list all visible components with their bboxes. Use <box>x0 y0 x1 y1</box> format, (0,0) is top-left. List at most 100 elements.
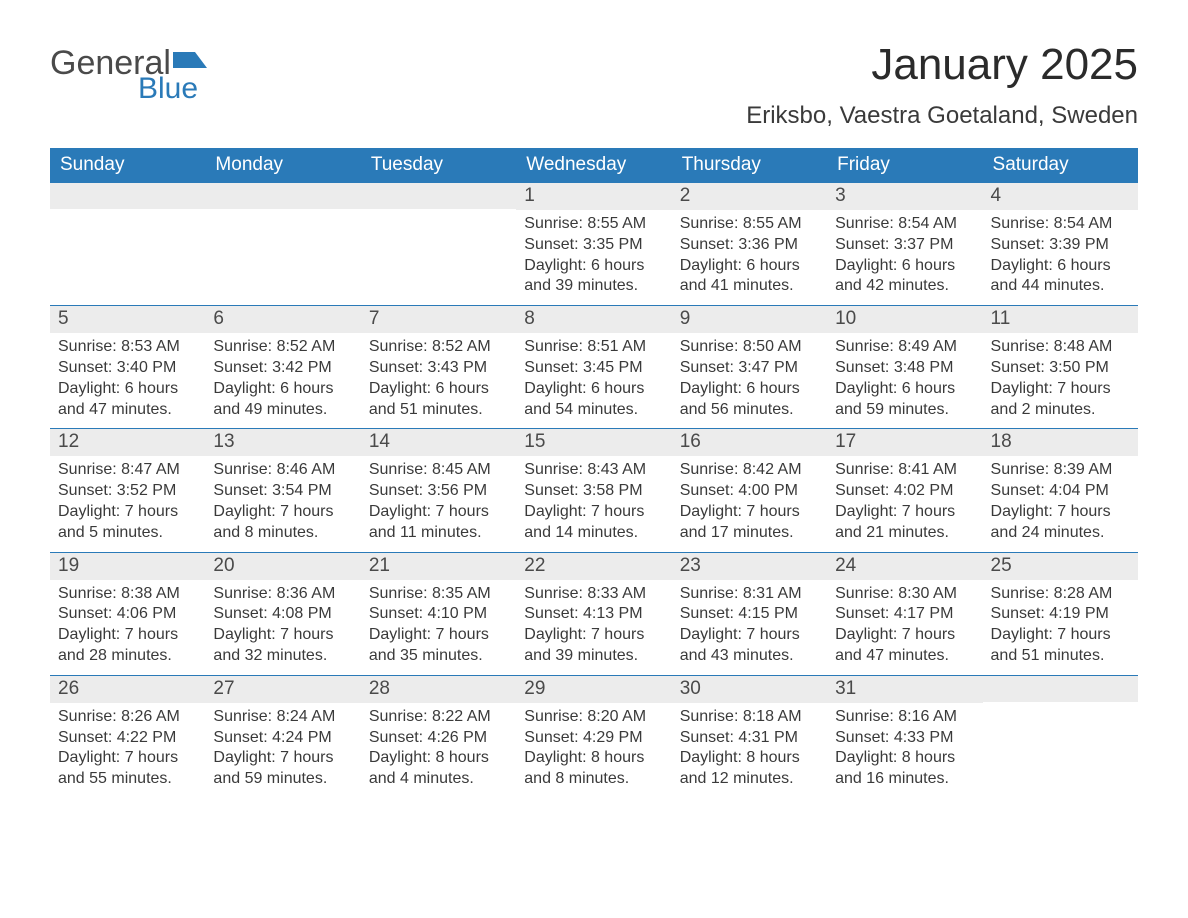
day-cell: 29Sunrise: 8:20 AMSunset: 4:29 PMDayligh… <box>516 676 671 798</box>
day-cell <box>205 183 360 305</box>
daylight-text: Daylight: 6 hours and 39 minutes. <box>524 256 663 298</box>
day-body: Sunrise: 8:52 AMSunset: 3:43 PMDaylight:… <box>361 333 516 428</box>
weekday-header: Tuesday <box>361 148 516 182</box>
sunset-text: Sunset: 4:13 PM <box>524 604 663 625</box>
day-body: Sunrise: 8:46 AMSunset: 3:54 PMDaylight:… <box>205 456 360 551</box>
day-number: 9 <box>672 306 827 333</box>
day-body: Sunrise: 8:33 AMSunset: 4:13 PMDaylight:… <box>516 580 671 675</box>
sunset-text: Sunset: 4:17 PM <box>835 604 974 625</box>
sunset-text: Sunset: 4:04 PM <box>991 481 1130 502</box>
sunrise-text: Sunrise: 8:49 AM <box>835 337 974 358</box>
day-cell <box>983 676 1138 798</box>
daylight-text: Daylight: 7 hours and 43 minutes. <box>680 625 819 667</box>
daylight-text: Daylight: 8 hours and 12 minutes. <box>680 748 819 790</box>
sunrise-text: Sunrise: 8:28 AM <box>991 584 1130 605</box>
sunset-text: Sunset: 3:40 PM <box>58 358 197 379</box>
day-number: 7 <box>361 306 516 333</box>
day-body: Sunrise: 8:49 AMSunset: 3:48 PMDaylight:… <box>827 333 982 428</box>
sunset-text: Sunset: 3:42 PM <box>213 358 352 379</box>
day-number: 5 <box>50 306 205 333</box>
day-number: 3 <box>827 183 982 210</box>
sunset-text: Sunset: 4:08 PM <box>213 604 352 625</box>
sunset-text: Sunset: 3:56 PM <box>369 481 508 502</box>
day-body: Sunrise: 8:22 AMSunset: 4:26 PMDaylight:… <box>361 703 516 798</box>
day-body: Sunrise: 8:16 AMSunset: 4:33 PMDaylight:… <box>827 703 982 798</box>
day-body: Sunrise: 8:28 AMSunset: 4:19 PMDaylight:… <box>983 580 1138 675</box>
sunset-text: Sunset: 3:45 PM <box>524 358 663 379</box>
sunrise-text: Sunrise: 8:54 AM <box>991 214 1130 235</box>
day-number: 24 <box>827 553 982 580</box>
sunset-text: Sunset: 3:35 PM <box>524 235 663 256</box>
day-cell: 23Sunrise: 8:31 AMSunset: 4:15 PMDayligh… <box>672 553 827 675</box>
calendar: SundayMondayTuesdayWednesdayThursdayFrid… <box>50 148 1138 798</box>
weeks-container: 1Sunrise: 8:55 AMSunset: 3:35 PMDaylight… <box>50 182 1138 798</box>
day-body: Sunrise: 8:47 AMSunset: 3:52 PMDaylight:… <box>50 456 205 551</box>
day-number: 8 <box>516 306 671 333</box>
daylight-text: Daylight: 6 hours and 42 minutes. <box>835 256 974 298</box>
sunset-text: Sunset: 3:36 PM <box>680 235 819 256</box>
day-number: 19 <box>50 553 205 580</box>
daylight-text: Daylight: 6 hours and 44 minutes. <box>991 256 1130 298</box>
sunset-text: Sunset: 3:54 PM <box>213 481 352 502</box>
week-row: 5 Sunrise: 8:53 AMSunset: 3:40 PM Daylight… <box>50 305 1138 428</box>
sunset-text: Sunset: 4:26 PM <box>369 728 508 749</box>
sunset-text: Sunset: 4:19 PM <box>991 604 1130 625</box>
sunset-text: Sunset: 3:37 PM <box>835 235 974 256</box>
day-number: 6 <box>205 306 360 333</box>
daylight-text: Daylight: 7 hours and 14 minutes. <box>524 502 663 544</box>
weekday-header: Wednesday <box>516 148 671 182</box>
day-cell: 22Sunrise: 8:33 AMSunset: 4:13 PMDayligh… <box>516 553 671 675</box>
day-cell: 8Sunrise: 8:51 AMSunset: 3:45 PMDaylight… <box>516 306 671 428</box>
logo: General Blue <box>50 40 207 104</box>
day-body: Sunrise: 8:54 AMSunset: 3:39 PMDaylight:… <box>983 210 1138 305</box>
sunrise-text: Sunrise: 8:22 AM <box>369 707 508 728</box>
sunrise-text: Sunrise: 8:53 AM <box>58 337 197 358</box>
day-cell: 28Sunrise: 8:22 AMSunset: 4:26 PMDayligh… <box>361 676 516 798</box>
daylight-text: Daylight: 7 hours and 21 minutes. <box>835 502 974 544</box>
daylight-text: Daylight: 7 hours and 47 minutes. <box>835 625 974 667</box>
daylight-text: Daylight: 6 hours and 41 minutes. <box>680 256 819 298</box>
sunrise-text: Sunrise: 8:54 AM <box>835 214 974 235</box>
week-row: 1Sunrise: 8:55 AMSunset: 3:35 PMDaylight… <box>50 182 1138 305</box>
sunrise-text: Sunrise: 8:33 AM <box>524 584 663 605</box>
day-cell: 10Sunrise: 8:49 AMSunset: 3:48 PMDayligh… <box>827 306 982 428</box>
day-cell: 11Sunrise: 8:48 AMSunset: 3:50 PMDayligh… <box>983 306 1138 428</box>
sunrise-text: Sunrise: 8:24 AM <box>213 707 352 728</box>
day-cell: 19Sunrise: 8:38 AMSunset: 4:06 PMDayligh… <box>50 553 205 675</box>
sunrise-text: Sunrise: 8:55 AM <box>680 214 819 235</box>
sunrise-text: Sunrise: 8:52 AM <box>213 337 352 358</box>
sunset-text: Sunset: 4:31 PM <box>680 728 819 749</box>
daylight-text: Daylight: 7 hours and 2 minutes. <box>991 379 1130 421</box>
sunset-text: Sunset: 3:58 PM <box>524 481 663 502</box>
daylight-text: Daylight: 7 hours and 5 minutes. <box>58 502 197 544</box>
daylight-text: Daylight: 6 hours and 49 minutes. <box>213 379 352 421</box>
sunrise-text: Sunrise: 8:42 AM <box>680 460 819 481</box>
day-number: 2 <box>672 183 827 210</box>
daylight-text: Daylight: 7 hours and 59 minutes. <box>213 748 352 790</box>
sunset-text: Sunset: 3:43 PM <box>369 358 508 379</box>
daylight-text: Daylight: 7 hours and 35 minutes. <box>369 625 508 667</box>
sunset-text: Sunset: 4:33 PM <box>835 728 974 749</box>
sunrise-text: Sunrise: 8:36 AM <box>213 584 352 605</box>
day-body: Sunrise: 8:54 AMSunset: 3:37 PMDaylight:… <box>827 210 982 305</box>
day-cell: 27Sunrise: 8:24 AMSunset: 4:24 PMDayligh… <box>205 676 360 798</box>
week-row: 12Sunrise: 8:47 AMSunset: 3:52 PMDayligh… <box>50 428 1138 551</box>
day-cell: 31Sunrise: 8:16 AMSunset: 4:33 PMDayligh… <box>827 676 982 798</box>
day-number: 15 <box>516 429 671 456</box>
day-number: 30 <box>672 676 827 703</box>
day-number: 26 <box>50 676 205 703</box>
day-cell: 4Sunrise: 8:54 AMSunset: 3:39 PMDaylight… <box>983 183 1138 305</box>
day-cell: 13Sunrise: 8:46 AMSunset: 3:54 PMDayligh… <box>205 429 360 551</box>
daylight-text: Daylight: 7 hours and 51 minutes. <box>991 625 1130 667</box>
sunrise-text: Sunrise: 8:39 AM <box>991 460 1130 481</box>
week-row: 26Sunrise: 8:26 AMSunset: 4:22 PMDayligh… <box>50 675 1138 798</box>
day-number <box>50 183 205 209</box>
day-cell: 7Sunrise: 8:52 AMSunset: 3:43 PMDaylight… <box>361 306 516 428</box>
location-text: Eriksbo, Vaestra Goetaland, Sweden <box>746 102 1138 130</box>
sunrise-text: Sunrise: 8:43 AM <box>524 460 663 481</box>
day-number: 27 <box>205 676 360 703</box>
daylight-text: Daylight: 7 hours and 11 minutes. <box>369 502 508 544</box>
daylight-text: Daylight: 7 hours and 28 minutes. <box>58 625 197 667</box>
day-cell: 3Sunrise: 8:54 AMSunset: 3:37 PMDaylight… <box>827 183 982 305</box>
day-body: Sunrise: 8:26 AMSunset: 4:22 PMDaylight:… <box>50 703 205 798</box>
